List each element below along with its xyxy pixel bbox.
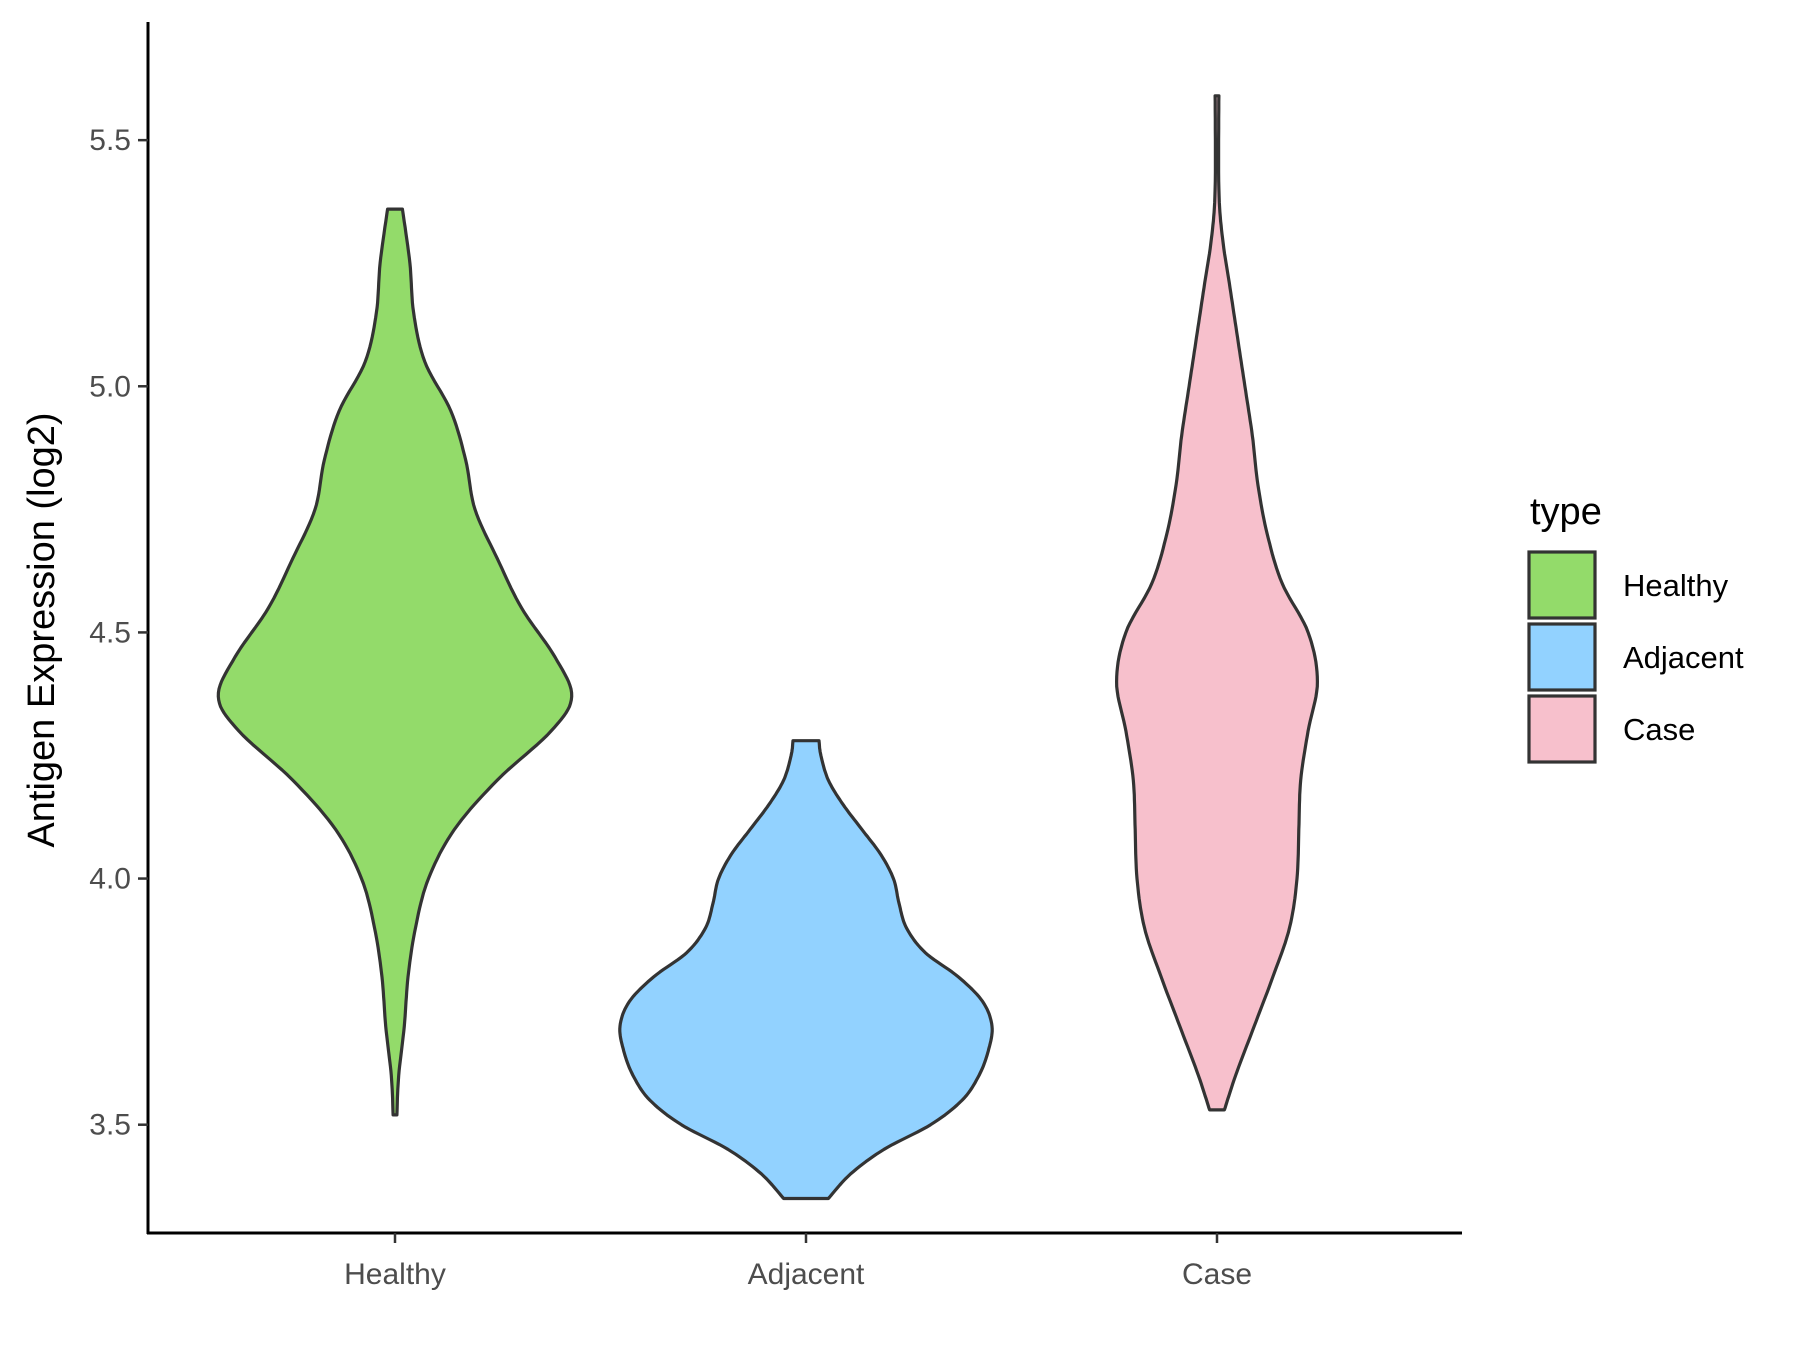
y-tick-label: 5.0	[89, 370, 131, 403]
legend-label-case: Case	[1623, 712, 1695, 747]
legend-key-adjacent	[1527, 622, 1597, 692]
axes	[146, 22, 1462, 1235]
y-axis-title: Antigen Expression (log2)	[21, 412, 63, 847]
violin-case	[1115, 94, 1319, 1112]
y-tick-label: 5.5	[89, 124, 131, 157]
legend-items: Healthy Adjacent Case	[1527, 550, 1744, 764]
legend-title: type	[1530, 491, 1602, 533]
legend: type Healthy Adjacent Case	[1527, 491, 1744, 764]
x-tick-label-healthy: Healthy	[344, 1258, 446, 1291]
violin-adjacent	[618, 739, 994, 1201]
violin-layer	[216, 94, 1319, 1201]
y-tick-label: 3.5	[89, 1109, 131, 1142]
x-tick-label-adjacent: Adjacent	[748, 1258, 865, 1291]
y-tick-label: 4.0	[89, 863, 131, 896]
y-tick-label: 4.5	[89, 616, 131, 649]
legend-label-healthy: Healthy	[1623, 568, 1729, 603]
legend-label-adjacent: Adjacent	[1623, 640, 1744, 675]
x-tick-label-case: Case	[1182, 1258, 1252, 1291]
legend-key-case	[1527, 694, 1597, 764]
y-axis-ticks: 3.5 4.0 4.5 5.0 5.5	[89, 124, 148, 1142]
legend-key-healthy	[1527, 550, 1597, 620]
violin-healthy	[216, 207, 574, 1117]
x-axis-ticks: Healthy Adjacent Case	[344, 1233, 1252, 1291]
